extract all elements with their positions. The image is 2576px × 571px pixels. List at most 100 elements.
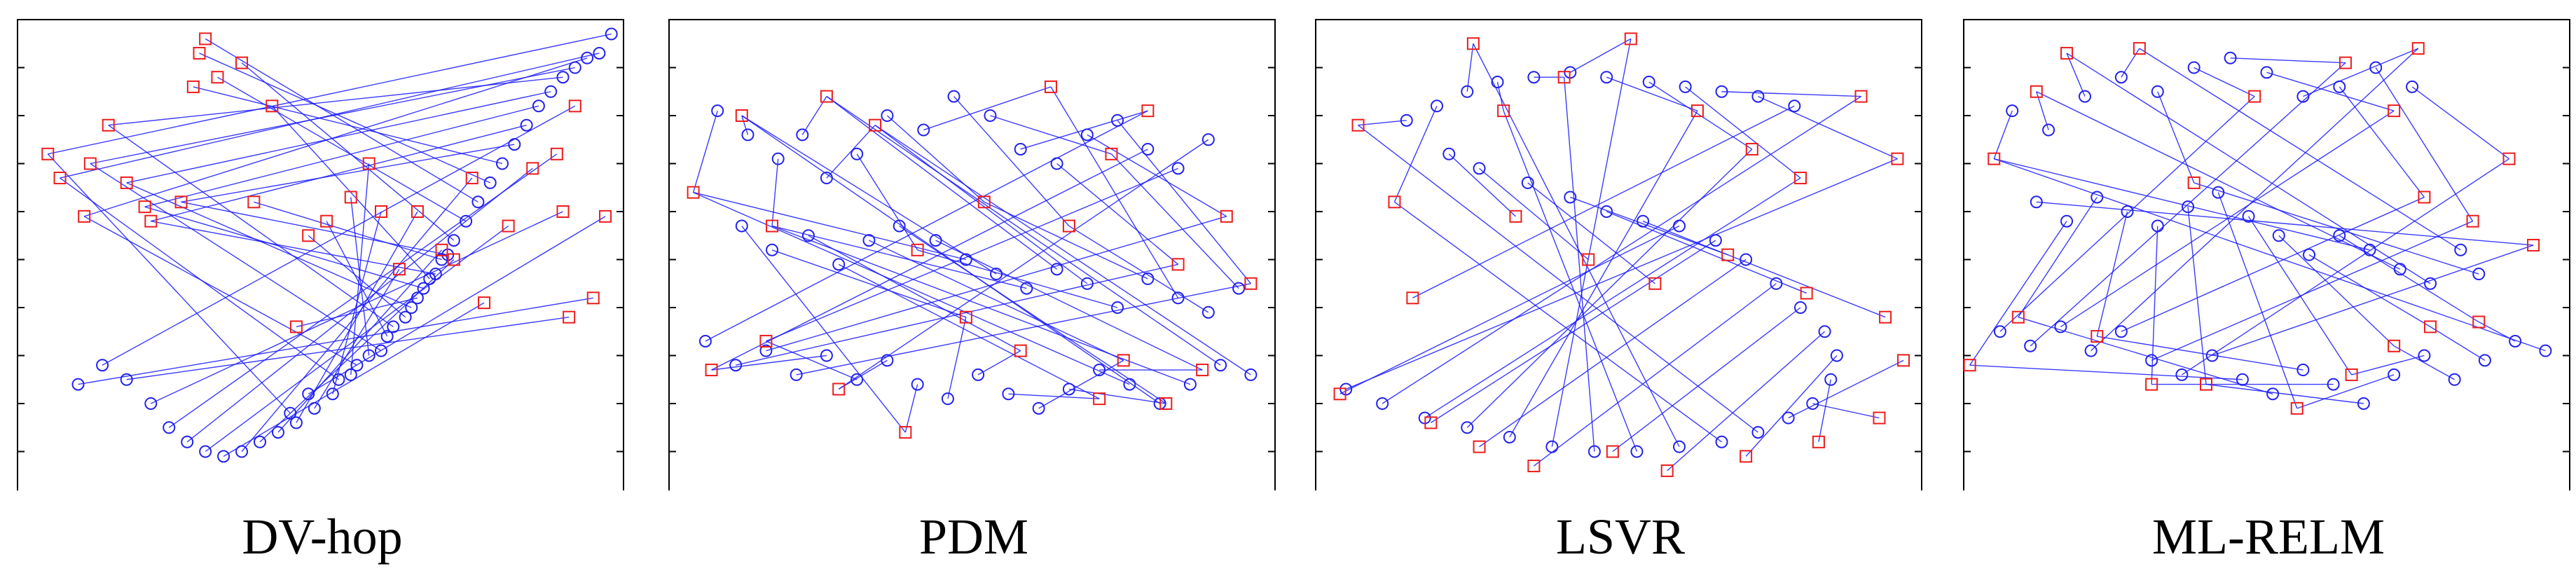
error-line — [1999, 96, 2255, 332]
error-line — [2018, 317, 2273, 394]
estimate-point — [1673, 219, 1686, 233]
estimate-point — [2242, 209, 2255, 223]
error-line — [151, 125, 527, 222]
anchor-point — [1014, 344, 1027, 357]
estimate-point — [984, 109, 997, 122]
anchor-point — [320, 214, 333, 228]
estimate-point — [1770, 277, 1783, 290]
estimate-point — [1545, 440, 1559, 453]
error-line — [296, 297, 418, 328]
estimate-point — [2260, 66, 2273, 79]
error-line — [168, 153, 558, 428]
anchor-point — [41, 147, 55, 160]
anchor-point — [1244, 277, 1258, 290]
error-line — [241, 177, 473, 452]
error-line — [771, 249, 967, 318]
error-line — [771, 158, 779, 226]
estimate-point — [405, 301, 418, 314]
error-line — [2296, 374, 2395, 409]
estimate-point — [947, 90, 960, 103]
error-line — [977, 350, 1021, 376]
anchor-point — [375, 205, 387, 218]
error-line — [741, 226, 906, 433]
error-line — [1642, 221, 1886, 318]
panel-ml-relm: ML-RELM — [1960, 0, 2576, 571]
estimate-point — [1491, 76, 1504, 89]
estimate-point — [796, 128, 809, 142]
estimate-point — [2224, 51, 2237, 64]
error-line — [2339, 235, 2479, 323]
estimate-point — [1587, 445, 1601, 458]
error-line — [771, 225, 1191, 385]
error-line — [1110, 153, 1239, 289]
error-line — [1612, 307, 1801, 453]
anchor-point — [502, 219, 515, 233]
anchor-point — [1879, 310, 1892, 324]
estimate-point — [1111, 113, 1124, 127]
estimate-point — [144, 397, 158, 410]
caption-lsvr: LSVR — [1555, 509, 1686, 565]
anchor-point — [899, 426, 912, 439]
estimate-point — [759, 344, 773, 357]
estimate-point — [2266, 387, 2280, 401]
anchor-point — [1897, 354, 1910, 367]
error-line — [1068, 388, 1166, 404]
error-line — [60, 53, 600, 179]
error-line — [899, 225, 1166, 404]
error-line — [886, 115, 985, 202]
error-line — [2217, 192, 2298, 409]
plot-pdm — [668, 19, 1276, 490]
estimate-point — [417, 282, 430, 295]
error-line — [826, 96, 1221, 366]
error-line — [953, 96, 1070, 227]
error-line — [1969, 221, 2067, 366]
estimate-point — [771, 152, 785, 165]
error-line — [1533, 283, 1777, 467]
error-line — [1448, 153, 1516, 217]
estimate-point — [2393, 263, 2406, 276]
estimate-point — [429, 268, 442, 281]
error-line — [874, 125, 1251, 376]
error-line — [2278, 235, 2395, 347]
anchor-point — [1891, 152, 1904, 165]
error-line — [1563, 77, 1595, 452]
error-line — [741, 115, 997, 275]
error-line — [2308, 254, 2431, 328]
error-line — [796, 283, 1251, 376]
estimate-point — [1183, 378, 1197, 391]
anchor-point — [53, 172, 67, 185]
anchor-point — [78, 209, 91, 223]
estimate-point — [2054, 320, 2067, 333]
estimate-point — [1630, 445, 1644, 458]
error-line — [741, 115, 1161, 404]
estimate-point — [362, 349, 376, 362]
estimate-point — [2145, 354, 2158, 367]
estimate-point — [1111, 301, 1124, 314]
error-line — [766, 167, 1178, 342]
anchor-point — [2133, 42, 2146, 55]
estimate-point — [1818, 325, 1831, 338]
estimate-point — [593, 46, 606, 60]
estimate-point — [766, 243, 779, 256]
error-line — [1812, 403, 1880, 419]
error-line — [1008, 393, 1100, 399]
anchor-point — [568, 99, 581, 113]
anchor-point — [2187, 176, 2200, 189]
anchor-point — [1648, 277, 1662, 290]
anchor-point — [2339, 56, 2352, 69]
estimate-point — [289, 416, 303, 429]
error-line — [766, 216, 1227, 352]
anchor-point — [1093, 392, 1106, 406]
anchor-point — [1509, 209, 1522, 223]
anchor-point — [120, 176, 133, 189]
error-line — [332, 211, 382, 394]
error-line — [78, 297, 593, 385]
error-line — [2411, 86, 2509, 160]
estimate-point — [1093, 364, 1106, 377]
estimate-point — [711, 104, 724, 118]
caption-ml-relm: ML-RELM — [2152, 509, 2385, 565]
anchor-point — [344, 191, 357, 204]
estimate-point — [1032, 401, 1045, 415]
estimate-point — [1794, 301, 1807, 314]
anchor-point — [2060, 46, 2074, 60]
